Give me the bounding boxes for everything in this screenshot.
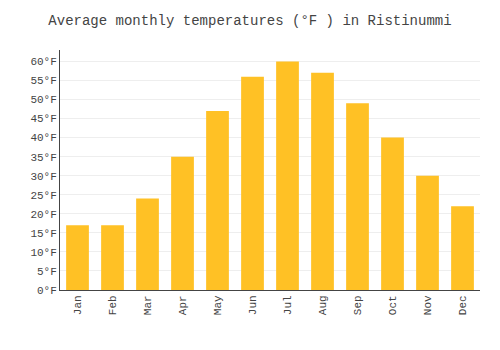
svg-text:Aug: Aug (317, 295, 329, 315)
svg-text:Dec: Dec (457, 295, 469, 315)
svg-text:60°F: 60°F (30, 56, 56, 68)
svg-text:50°F: 50°F (30, 94, 56, 106)
svg-text:25°F: 25°F (30, 190, 56, 202)
svg-text:15°F: 15°F (30, 228, 56, 240)
svg-text:30°F: 30°F (30, 171, 56, 183)
svg-text:20°F: 20°F (30, 209, 56, 221)
svg-text:40°F: 40°F (30, 132, 56, 144)
svg-text:Mar: Mar (142, 295, 154, 315)
svg-text:Jul: Jul (282, 295, 294, 315)
svg-text:10°F: 10°F (30, 247, 56, 259)
svg-text:Jan: Jan (72, 295, 84, 315)
svg-text:Sep: Sep (352, 295, 364, 315)
svg-text:Average monthly temperatures (: Average monthly temperatures (°F ) in Ri… (48, 13, 451, 29)
svg-text:Jun: Jun (247, 295, 259, 315)
svg-text:55°F: 55°F (30, 75, 56, 87)
svg-text:45°F: 45°F (30, 113, 56, 125)
svg-text:Oct: Oct (387, 295, 399, 315)
svg-text:Nov: Nov (422, 295, 434, 315)
svg-text:0°F: 0°F (37, 285, 57, 297)
svg-text:May: May (212, 295, 224, 315)
svg-text:35°F: 35°F (30, 152, 56, 164)
svg-text:Apr: Apr (177, 295, 189, 315)
svg-text:5°F: 5°F (37, 266, 57, 278)
svg-text:Feb: Feb (107, 295, 119, 315)
